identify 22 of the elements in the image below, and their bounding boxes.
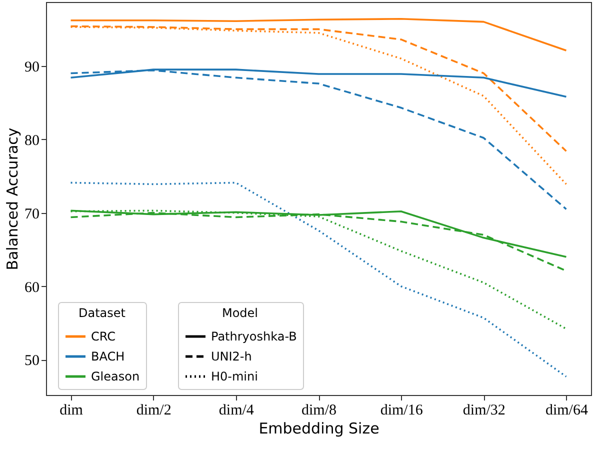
x-tick-label: dim/8 xyxy=(301,402,337,418)
x-tick-label: dim/2 xyxy=(136,402,172,418)
legend-label: Gleason xyxy=(91,370,140,384)
y-tick-label: 60 xyxy=(24,280,40,296)
y-axis-title: Balanced Accuracy xyxy=(4,128,22,270)
x-tick-label: dim/16 xyxy=(380,402,424,418)
annotation: H0-mini xyxy=(211,370,258,384)
x-axis-title: Embedding Size xyxy=(258,420,380,438)
text: Model xyxy=(222,306,258,320)
annotation: Pathryoshka-B xyxy=(211,330,297,344)
x-tick-label: dim/4 xyxy=(218,402,254,418)
x-tick-label: dim/64 xyxy=(545,402,588,418)
legend-label: CRC xyxy=(91,330,116,344)
legend-label: BACH xyxy=(91,350,125,364)
x-tick-label: dim/32 xyxy=(462,402,506,418)
x-tick-label: dim xyxy=(60,402,84,418)
annotation: UNI2-h xyxy=(211,350,252,364)
text: Dataset xyxy=(78,306,126,320)
y-tick-label: 90 xyxy=(24,59,40,76)
y-tick-label: 50 xyxy=(24,353,40,370)
y-tick-label: 80 xyxy=(24,132,40,149)
y-tick-label: 70 xyxy=(24,206,40,222)
